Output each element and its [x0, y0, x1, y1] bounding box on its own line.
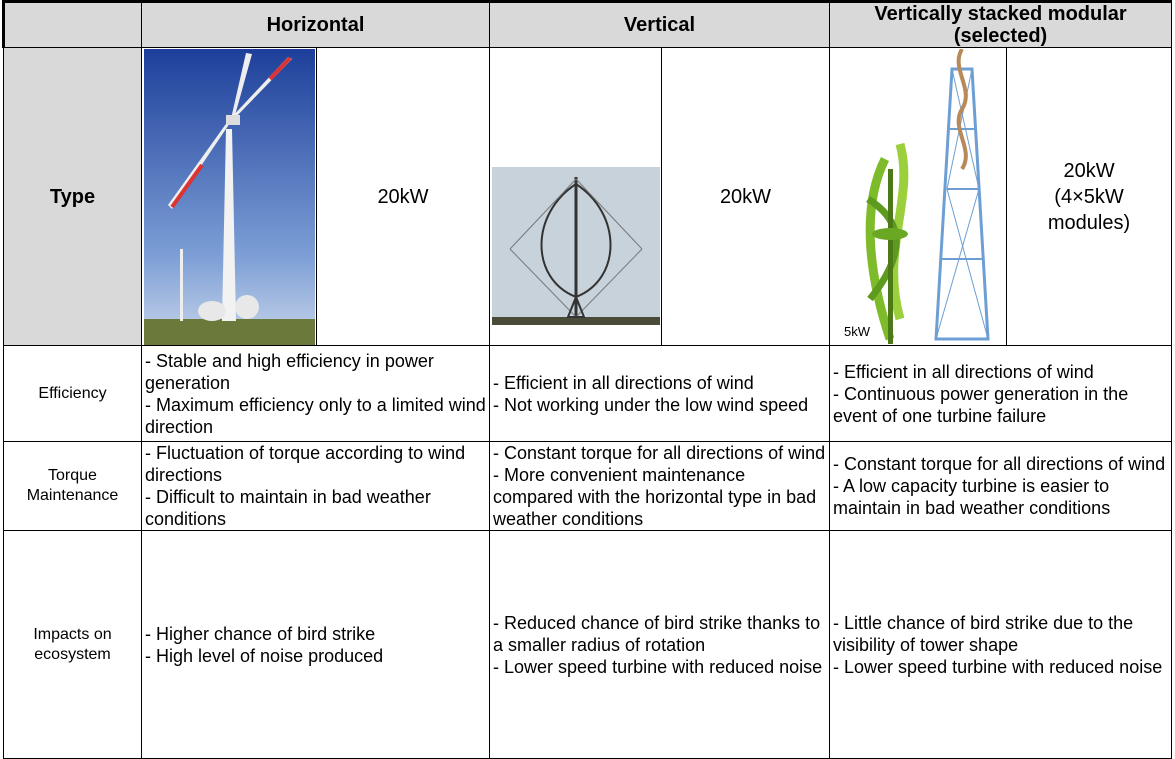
- bullet: - Reduced chance of bird strike thanks t…: [493, 612, 821, 655]
- bullet: - Lower speed turbine with reduced noise: [833, 656, 1163, 677]
- capacity: 20kW: [719, 185, 772, 208]
- text-cell: - Fluctuation of torque according to win…: [141, 441, 490, 531]
- text-cell: - Higher chance of bird strike - High lev…: [141, 530, 490, 759]
- column-header: Vertical: [488, 0, 831, 48]
- capacity-cell: 20kW (4×5kW modules): [1006, 47, 1173, 346]
- image-cell: 5kW: [829, 47, 1008, 346]
- bullet: - Fluctuation of torque according to win…: [145, 443, 466, 485]
- bullet: - Constant torque for all directions of …: [493, 443, 826, 463]
- stacked-turbine-image: [865, 48, 990, 344]
- column-header: Horizontal: [141, 0, 490, 48]
- text-cell: - Efficient in all directions of wind - N…: [488, 345, 831, 442]
- horizontal-turbine-image: [144, 48, 315, 345]
- text-cell: - Stable and high efficiency in power ge…: [141, 345, 490, 442]
- capacity-line: 20kW: [1063, 159, 1115, 182]
- vertical-turbine-image: [492, 166, 660, 325]
- bullet: - Efficient in all directions of wind: [833, 361, 1094, 382]
- capacity-line: (4×5kW: [1054, 185, 1124, 208]
- capacity: 20kW: [377, 185, 429, 208]
- capacity-cell: 20kW: [316, 47, 490, 346]
- bullet: - High level of noise produced: [145, 645, 384, 666]
- bullet: - Efficient in all directions of wind: [493, 372, 754, 393]
- text-cell: - Constant torque for all directions of …: [829, 441, 1173, 531]
- image-wrap: 5kW: [831, 48, 1006, 345]
- bullet: - Not working under the low wind speed: [493, 394, 809, 415]
- text-cell: - Reduced chance of bird strike thanks t…: [488, 530, 831, 759]
- bullet: - Continuous power generation in the eve…: [833, 383, 1129, 426]
- image-label: 5kW: [844, 323, 871, 339]
- bullet: - Maximum efficiency only to a limited w…: [145, 394, 486, 437]
- column-header: Vertically stacked modular (selected): [829, 0, 1173, 48]
- type-row: Type 20kW: [3, 47, 1173, 346]
- table-row: Impacts on ecosystem - Higher chance of b…: [3, 530, 1173, 759]
- row-label: Type: [3, 47, 142, 346]
- header-row: Horizontal Vertical Vertically stacked m…: [2, 0, 1173, 48]
- table-row: Efficiency - Stable and high efficiency i…: [3, 345, 1173, 442]
- table-row: Torque Maintenance - Fluctuation of torqu…: [3, 441, 1173, 531]
- bullet: - Higher chance of bird strike: [145, 623, 376, 644]
- row-label: Efficiency: [3, 345, 142, 442]
- bullet: - Constant torque for all directions of …: [833, 454, 1166, 474]
- capacity-line: modules): [1047, 211, 1131, 234]
- bullet: - More convenient maintenance compared w…: [493, 465, 817, 529]
- capacity-cell: 20kW: [660, 47, 831, 346]
- image-cell: [489, 47, 662, 346]
- bullet: - Little chance of bird strike due to th…: [833, 612, 1134, 655]
- row-label: Torque Maintenance: [3, 441, 142, 531]
- image-cell: [141, 47, 317, 346]
- bullet: - Stable and high efficiency in power ge…: [145, 350, 434, 393]
- text-cell: - Little chance of bird strike due to th…: [829, 530, 1173, 759]
- bullet: - Difficult to maintain in bad weather c…: [145, 487, 431, 529]
- text-cell: - Efficient in all directions of wind - C…: [829, 345, 1173, 442]
- bullet: - A low capacity turbine is easier to ma…: [833, 476, 1111, 518]
- bullet: - Lower speed turbine with reduced noise: [493, 656, 823, 677]
- row-label: Impacts on ecosystem: [3, 530, 142, 759]
- header-corner: [2, 0, 142, 48]
- text-cell: - Constant torque for all directions of …: [488, 441, 831, 531]
